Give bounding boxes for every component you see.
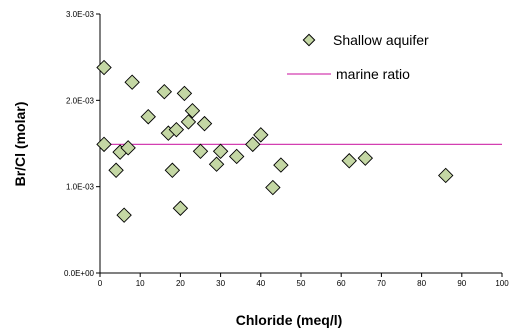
data-point: [172, 200, 189, 216]
legend-marker-shallow-aquifer: [302, 33, 316, 47]
data-point: [196, 115, 213, 132]
x-tick-label: 80: [417, 279, 426, 288]
x-tick-label: 100: [495, 279, 509, 288]
data-point: [116, 207, 132, 223]
x-ticks-group: 0 10 20 30 40 50 60 70 80 90 100: [98, 273, 509, 288]
x-tick-label: 70: [377, 279, 386, 288]
data-point: [96, 136, 112, 153]
data-point: [140, 109, 156, 125]
data-point: [164, 162, 181, 178]
data-point: [228, 148, 245, 165]
y-tick-label: 2.0E-03: [66, 96, 95, 105]
data-point: [253, 127, 269, 143]
legend-label-marine-ratio: marine ratio: [336, 66, 410, 82]
data-point: [184, 102, 201, 119]
data-point: [357, 150, 374, 166]
y-axis-title: Br/Cl (molar): [12, 102, 28, 187]
data-point: [168, 121, 185, 138]
legend-label-shallow-aquifer: Shallow aquifer: [333, 32, 429, 48]
y-tick-label: 1.0E-03: [66, 183, 95, 192]
x-tick-label: 90: [457, 279, 466, 288]
data-point: [245, 136, 261, 153]
x-tick-label: 30: [216, 279, 225, 288]
x-tick-label: 60: [337, 279, 346, 288]
data-point: [176, 85, 193, 102]
data-point: [265, 179, 281, 196]
data-point: [192, 143, 209, 159]
x-tick-label: 0: [98, 279, 103, 288]
data-point: [341, 153, 357, 169]
x-tick-label: 50: [297, 279, 306, 288]
data-point: [438, 167, 454, 184]
data-point: [120, 140, 136, 156]
data-point: [124, 74, 140, 90]
legend: Shallow aquifer marine ratio: [287, 32, 429, 82]
y-ticks-group: 0.0E+00 1.0E-03 2.0E-03 3.0E-03: [64, 10, 100, 278]
points-group: [96, 59, 454, 223]
y-tick-label: 3.0E-03: [66, 10, 95, 19]
data-point: [180, 114, 197, 130]
x-axis-title: Chloride (meq/l): [236, 312, 343, 328]
data-point: [208, 156, 225, 172]
data-point: [96, 59, 112, 76]
data-point: [212, 143, 229, 159]
axes-group: [99, 14, 502, 274]
data-point: [273, 157, 289, 173]
data-point: [156, 83, 173, 100]
x-tick-label: 20: [176, 279, 185, 288]
y-tick-label: 0.0E+00: [64, 269, 95, 278]
x-tick-label: 10: [136, 279, 145, 288]
data-point: [108, 162, 124, 178]
x-tick-label: 40: [256, 279, 265, 288]
